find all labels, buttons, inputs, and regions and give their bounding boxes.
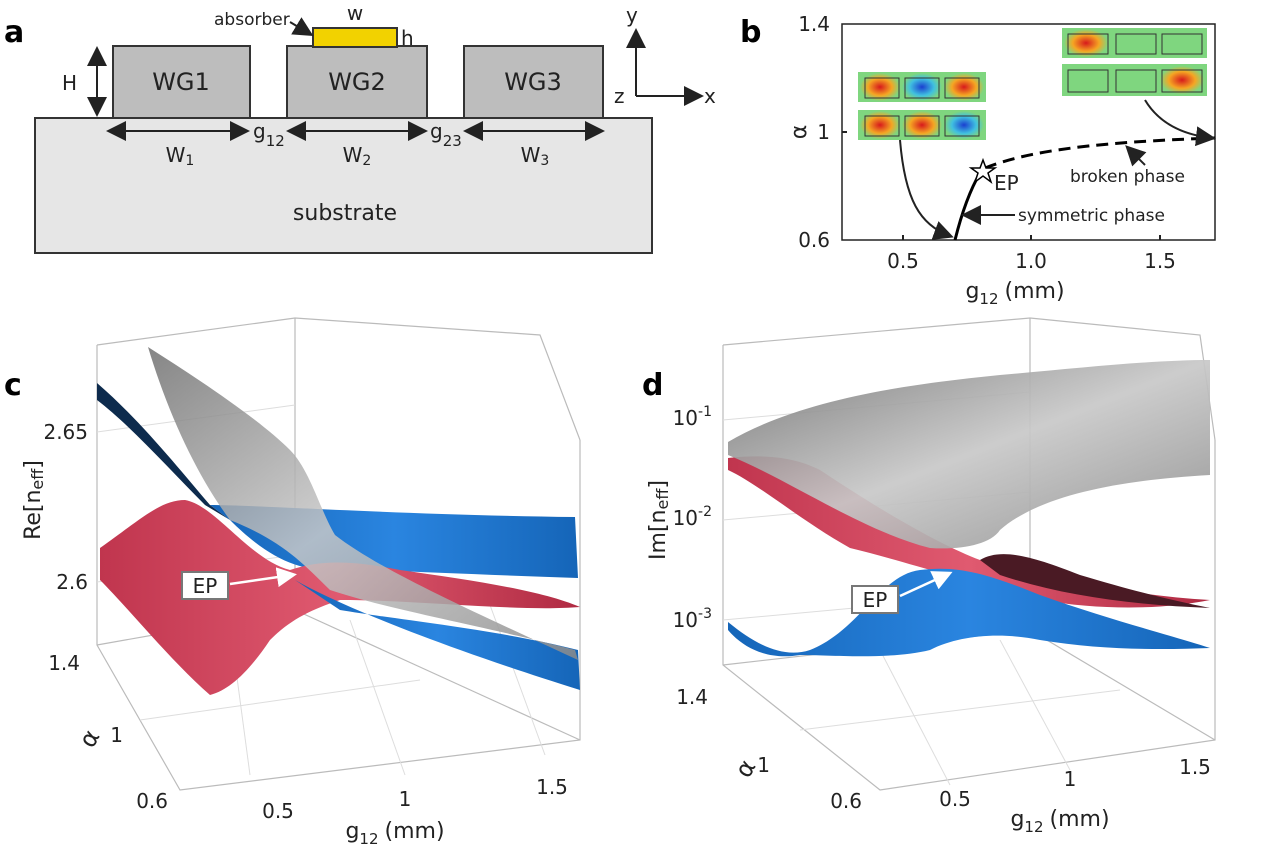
ep-label: EP	[193, 574, 218, 598]
alpha-tick-label: 1	[110, 723, 123, 747]
panel-label: c	[4, 368, 22, 403]
ep-label: EP	[863, 588, 888, 612]
waveguide	[286, 45, 428, 119]
H-label: H	[62, 71, 77, 95]
z-axis-label: Re[neff]	[21, 460, 47, 540]
z-tick-label: 10-3	[673, 606, 712, 632]
panel-label: b	[740, 15, 761, 50]
z-tick-label: 10-1	[673, 404, 712, 430]
x-axis-label: g12 (mm)	[1010, 807, 1109, 836]
w-label: w	[347, 1, 363, 25]
surface	[728, 360, 1210, 549]
x-tick-label: 1.5	[1144, 249, 1176, 273]
axis-label: y	[626, 3, 638, 27]
gap-label: g23	[430, 119, 462, 150]
arrow	[899, 571, 953, 598]
y-tick-label: 1.4	[798, 12, 830, 36]
x-axis-label: g12 (mm)	[345, 819, 444, 848]
absorber	[312, 27, 398, 48]
annotation: EP	[994, 171, 1019, 195]
waveguide-label: WG1	[152, 68, 210, 96]
arrow	[1144, 99, 1216, 147]
annotation: broken phase	[1070, 167, 1185, 187]
surface	[728, 568, 1210, 657]
z-tick-label: 10-2	[673, 504, 712, 530]
panel-label: a	[4, 15, 24, 50]
x-tick-label: 1.0	[1015, 249, 1047, 273]
waveguide-label: WG2	[328, 68, 386, 96]
annotation: symmetric phase	[1018, 206, 1165, 226]
surface	[295, 580, 580, 690]
z-tick-label: 2.65	[43, 420, 88, 444]
x-tick-label: 0.5	[887, 249, 919, 273]
surface	[100, 500, 580, 695]
surface	[148, 347, 578, 660]
panel-c: c 2.65 2.6 Re[neff] 1.4 1 0.6 α 0.5 1 1.…	[4, 317, 581, 848]
alpha-tick-label: 1.4	[48, 651, 80, 675]
alpha-axis-label: α	[73, 725, 105, 753]
surface	[980, 554, 1210, 608]
ep-star	[968, 157, 998, 185]
axis-label: z	[614, 84, 625, 108]
absorber-label: absorber	[214, 10, 290, 30]
waveguide	[463, 45, 604, 119]
x-tick-label: 0.5	[262, 799, 294, 823]
surface	[97, 383, 230, 520]
x-tick-label: 1.5	[536, 775, 568, 799]
width-label: W2	[343, 143, 372, 169]
y-tick-label: 1	[817, 120, 830, 144]
panel-d: d 10-1 10-2 10-3 Im[neff] 1.4 1 0.6 α 0.…	[642, 317, 1216, 836]
alpha-tick-label: 1	[757, 753, 770, 777]
ep-box	[851, 585, 899, 614]
axis-label: x	[704, 84, 716, 108]
x-tick-label: 1.5	[1179, 755, 1211, 779]
waveguide-label: WG3	[504, 68, 562, 96]
mode-insets	[858, 28, 1207, 140]
arrow	[899, 139, 954, 240]
panel-a: a WG1 WG2 WG3 absorber w h H W1 W2 W3 g1…	[4, 1, 716, 254]
alpha-tick-label: 0.6	[830, 789, 862, 813]
arrow	[229, 567, 297, 588]
x-tick-label: 0.5	[939, 787, 971, 811]
arrow	[1125, 145, 1147, 167]
gap-label: g12	[253, 119, 285, 150]
z-axis-label: Im[neff]	[646, 480, 672, 560]
substrate	[34, 117, 653, 254]
curve	[953, 172, 982, 241]
panel-b: b 0.6 1 1.4 0.5 1.0 1.5 α g12 (mm) EP sym…	[740, 12, 1216, 308]
panel-label: d	[642, 368, 663, 403]
y-tick-label: 0.6	[798, 228, 830, 252]
ep-box	[181, 571, 229, 600]
y-axis-label: α	[787, 125, 812, 140]
substrate-label: substrate	[293, 201, 397, 226]
width-label: W3	[521, 143, 550, 169]
arrow	[289, 17, 314, 37]
x-axis-label: g12 (mm)	[965, 279, 1064, 308]
alpha-tick-label: 0.6	[136, 789, 168, 813]
alpha-tick-label: 1.4	[676, 685, 708, 709]
curve	[984, 136, 1216, 170]
x-tick-label: 1	[399, 787, 412, 811]
waveguide	[112, 45, 251, 119]
x-tick-label: 1	[1064, 767, 1077, 791]
width-label: W1	[166, 143, 195, 169]
z-tick-label: 2.6	[56, 570, 88, 594]
h-label: h	[401, 26, 414, 50]
